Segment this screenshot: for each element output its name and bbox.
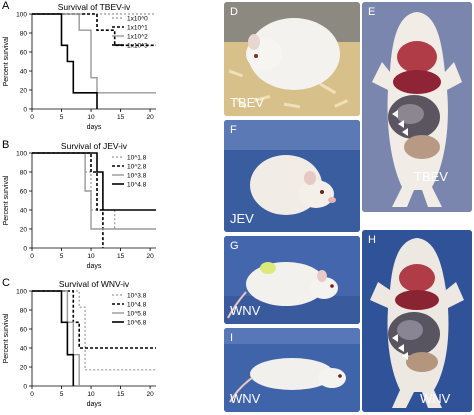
x-tick-label: 15 [117,114,125,121]
y-tick-label: 20 [20,365,28,372]
y-tick-label: 100 [16,12,27,19]
y-tick-label: 60 [20,327,28,334]
x-tick-label: 5 [60,114,64,121]
x-tick-label: 0 [30,391,34,398]
panel-letter-b: B [2,139,10,151]
series-line-3 [32,290,80,386]
photo-h-virus-label: WNV [420,391,451,406]
x-tick-label: 20 [146,391,154,398]
photo-e-virus-label: TBEV [414,169,448,184]
photo-g-virus-label: WNV [230,303,261,318]
x-tick-label: 10 [87,391,95,398]
y-tick-label: 80 [20,308,28,315]
chart-title: Survival of WNV-iv [59,279,130,289]
y-axis-label: Percent survival [3,175,10,225]
y-tick-label: 0 [23,107,27,114]
legend-label-1: 10^3.8 [127,293,147,300]
y-tick-label: 0 [23,246,27,253]
x-tick-label: 0 [30,114,34,121]
x-tick-label: 10 [87,253,95,260]
y-tick-label: 20 [20,88,28,95]
photo-d: D TBEV [224,2,360,116]
photo-i: I WNV [224,328,360,412]
photo-f-illustration [224,120,360,232]
series-line-4 [32,290,75,386]
y-tick-label: 80 [20,31,28,38]
legend-label-4: 10^4.8 [127,182,147,189]
photo-d-virus-label: TBEV [230,95,264,110]
chart-wnv-svg: Survival of WNV-iv 0 20 40 60 80 100 0 5 10 15 20 da… [3,279,156,408]
photo-f-letter: F [230,124,237,136]
y-tick-label: 40 [20,346,28,353]
series-line-2 [32,290,156,349]
legend-label-1: 10^1.8 [127,155,147,162]
x-tick-label: 15 [117,253,125,260]
legend-label-3: 1x10^2 [127,34,148,41]
photo-i-virus-label: WNV [230,391,261,406]
legend-label-2: 1x10^1 [127,25,148,32]
photo-f-virus-label: JEV [230,211,254,226]
photo-h-illustration [362,230,472,412]
chart-jev-svg: Survival of JEV-iv 0 20 40 60 80 100 0 5 10 15 20 da… [3,141,156,270]
chart-title: Survival of TBEV-iv [58,2,131,12]
legend-label-2: 10^2.8 [127,164,147,171]
photo-h: H WNV [362,230,472,412]
y-axis-label: Percent survival [3,36,10,86]
chart-wnv: Survival of WNV-iv 0 20 40 60 80 100 0 5 10 15 20 da… [0,277,170,409]
y-axis-label: Percent survival [3,313,10,363]
x-tick-label: 20 [146,253,154,260]
photo-g: G WNV [224,236,360,324]
y-tick-label: 60 [20,189,28,196]
legend-label-1: 1x10^0 [127,16,148,23]
panel-letter-a: A [2,0,10,12]
x-axis-label: days [87,263,102,270]
y-tick-label: 100 [16,289,27,296]
legend-label-3: 10^5.8 [127,311,147,318]
series-line-4 [32,152,156,211]
photo-e-letter: E [368,6,376,18]
chart-tbev-svg: Survival of TBEV-iv 0 20 40 60 80 100 0 5 10 15 20 d… [3,2,156,131]
photo-f: F JEV [224,120,360,232]
photo-g-illustration [224,236,360,324]
photo-i-illustration [224,328,360,412]
x-tick-label: 10 [87,114,95,121]
y-tick-label: 20 [20,227,28,234]
photo-e-illustration [362,2,472,212]
legend-label-3: 10^3.8 [127,173,147,180]
x-axis-label: days [87,124,102,131]
legend-label-2: 10^4.8 [127,302,147,309]
photo-g-letter: G [230,240,239,252]
x-tick-label: 5 [60,253,64,260]
photo-d-illustration [224,2,360,116]
series-line-2 [32,152,104,248]
legend-label-4: 10^6.8 [127,320,147,327]
y-tick-label: 60 [20,50,28,57]
y-tick-label: 0 [23,384,27,391]
legend-label-4: 1x10^3 [127,43,148,50]
chart-title: Survival of JEV-iv [61,141,128,151]
x-tick-label: 20 [146,114,154,121]
chart-tbev: Survival of TBEV-iv 0 20 40 60 80 100 0 5 10 15 20 d… [0,0,170,132]
y-tick-label: 40 [20,208,28,215]
y-tick-label: 100 [16,151,27,158]
photo-h-letter: H [368,234,376,246]
panel-letter-c: C [2,277,10,289]
photo-d-letter: D [230,6,238,18]
photo-e: E TBEV [362,2,472,212]
y-tick-label: 80 [20,170,28,177]
x-tick-label: 15 [117,391,125,398]
chart-jev: Survival of JEV-iv 0 20 40 60 80 100 0 5 10 15 20 da… [0,139,170,271]
x-axis-label: days [87,401,102,408]
x-tick-label: 0 [30,253,34,260]
x-tick-label: 5 [60,391,64,398]
series-line-4 [32,13,98,109]
series-line-3 [32,13,156,94]
photo-i-letter: I [230,332,234,344]
y-tick-label: 40 [20,69,28,76]
